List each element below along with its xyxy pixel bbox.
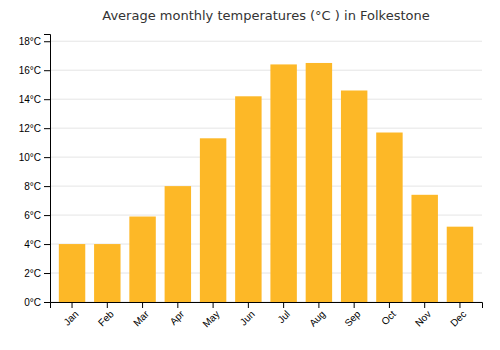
tick-mark [177,302,178,308]
tick-label: 18°C [19,36,41,47]
axis-line [51,303,483,309]
x-tick: Nov [413,302,433,329]
y-tick: 10°C [19,152,50,163]
x-tick: May [200,302,221,330]
bar [411,195,437,302]
x-tick: Sep [342,302,363,329]
bar [341,90,367,302]
grid-line [50,99,482,100]
y-tick: 4°C [24,239,50,250]
y-tick: 2°C [24,268,50,279]
bar [165,186,191,302]
bar [270,64,296,302]
grid-line [50,70,482,71]
tick-label: Apr [168,308,187,327]
tick-label: Oct [379,308,398,327]
x-axis: Jan Feb Mar Apr May Jun Jul Aug Sep Oct Nov Dec [51,302,483,330]
tick-mark [142,302,143,308]
tick-mark [213,302,214,308]
grid-line [50,41,482,42]
x-tick: Mar [131,302,151,328]
y-axis: 0°C 2°C 4°C 6°C 8°C 10°C 12°C 14°C 16°C 18°C [19,35,51,308]
tick-mark [424,302,425,308]
plot: 0°C 2°C 4°C 6°C 8°C 10°C 12°C 14°C 16°C 18°C Jan Fe… [19,35,483,330]
tick-mark [72,302,73,308]
tick-mark [44,99,50,100]
tick-mark [283,302,284,308]
y-tick: 18°C [19,36,50,47]
tick-label: Jul [275,308,292,325]
grid [50,41,482,302]
x-tick: Dec [448,302,468,329]
tick-label: Jan [61,308,80,327]
bar [129,217,155,302]
tick-label: Mar [131,308,151,328]
tick-label: 2°C [24,268,41,279]
y-tick: 12°C [19,123,50,134]
tick-mark [44,41,50,42]
y-tick: 0°C [24,297,50,308]
tick-label: 8°C [24,181,41,192]
grid-line [50,186,482,187]
bar [306,63,332,302]
tick-mark [44,215,50,216]
tick-label: May [200,308,221,329]
bar [235,96,261,302]
tick-mark [354,302,355,308]
tick-mark [248,302,249,308]
x-tick: Feb [96,302,116,328]
tick-label: 4°C [24,239,41,250]
tick-label: 10°C [19,152,41,163]
tick-mark [44,70,50,71]
tick-mark [44,157,50,158]
tick-label: 0°C [24,297,41,308]
y-tick: 6°C [24,210,50,221]
tick-label: Sep [342,308,363,329]
x-tick: Jun [238,302,257,328]
tick-mark [107,302,108,308]
chart: 0°C 2°C 4°C 6°C 8°C 10°C 12°C 14°C 16°C 18°C Jan Fe… [0,0,500,350]
grid-line [50,157,482,158]
tick-mark [389,302,390,308]
x-tick: Oct [379,302,398,327]
grid-line [50,128,482,129]
tick-label: Dec [448,308,468,328]
bars [59,63,473,302]
y-tick: 16°C [19,65,50,76]
title: Average monthly temperatures (°C ) in Fo… [102,8,429,23]
tick-label: Aug [307,308,327,328]
y-tick: 8°C [24,181,50,192]
x-tick: Apr [168,302,187,327]
tick-mark [459,302,460,308]
tick-label: Nov [413,308,433,328]
tick-label: Feb [96,308,116,328]
x-tick: Aug [307,302,327,329]
tick-mark [44,128,50,129]
y-tick: 14°C [19,94,50,105]
bar [200,138,226,302]
tick-mark [318,302,319,308]
bar [59,244,85,302]
tick-mark [44,186,50,187]
tick-mark [44,273,50,274]
x-tick: Jul [275,302,292,325]
bar [376,133,402,302]
bar [94,244,120,302]
bar [447,227,473,302]
axis-line [44,35,51,303]
x-tick: Jan [61,302,80,328]
tick-label: 16°C [19,65,41,76]
tick-label: 12°C [19,123,41,134]
tick-label: 6°C [24,210,41,221]
tick-label: Jun [238,308,257,327]
tick-mark [44,244,50,245]
tick-label: 14°C [19,94,41,105]
tick-mark [44,302,50,303]
